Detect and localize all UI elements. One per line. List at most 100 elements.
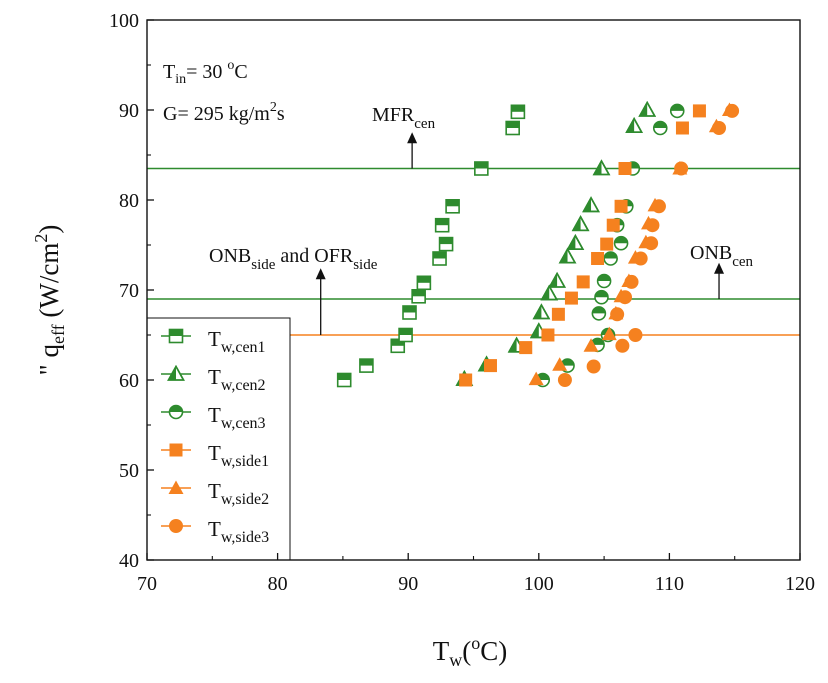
point-s2-8-edge xyxy=(558,247,577,264)
point-s2-14-edge xyxy=(638,100,657,117)
point-s6-1 xyxy=(557,373,572,387)
point-s1-13 xyxy=(505,120,520,136)
point-s1-1-fill xyxy=(337,373,351,380)
data-points xyxy=(336,100,740,388)
point-s4-5-shape xyxy=(551,307,565,321)
point-s3-7-fill xyxy=(597,274,611,281)
point-s6-4-shape xyxy=(628,328,643,342)
point-s2-8 xyxy=(558,247,577,264)
point-s6-12-shape xyxy=(674,161,689,176)
point-s2-12-edge xyxy=(592,159,611,176)
point-s3-3-fill xyxy=(591,338,605,345)
point-s4-5 xyxy=(551,307,565,321)
point-s4-11-shape xyxy=(614,199,628,213)
point-s1-5-fill xyxy=(403,306,417,313)
annotation-onb-side: ONBside and OFRside xyxy=(209,245,378,273)
point-s4-1-shape xyxy=(459,373,473,387)
point-s3-13 xyxy=(652,120,668,136)
point-s2-13-edge xyxy=(625,117,643,133)
point-s6-12 xyxy=(674,161,689,176)
x-tick-label-1: 70 xyxy=(137,573,157,595)
legend-marker-1 xyxy=(168,328,184,344)
point-s4-3 xyxy=(519,341,533,355)
point-s1-9-fill xyxy=(435,218,449,226)
point-s6-5 xyxy=(610,307,625,322)
annotation-mass-flux: G= 295 kg/m2s xyxy=(163,100,285,125)
point-s6-3 xyxy=(615,338,630,353)
legend-box xyxy=(146,317,291,561)
point-s6-4 xyxy=(628,328,643,342)
point-s1-11 xyxy=(445,199,460,214)
y-tick-label-3: 60 xyxy=(119,370,139,392)
point-s6-7-shape xyxy=(624,274,639,289)
point-s4-9 xyxy=(600,237,614,251)
annotation-tin: Tin= 30 oC xyxy=(163,58,248,87)
point-s4-2 xyxy=(483,359,497,373)
point-s3-7 xyxy=(596,273,612,289)
point-s4-3-shape xyxy=(519,341,533,355)
legend-label-2: Tw,cen2 xyxy=(208,365,266,394)
point-s4-12 xyxy=(618,162,632,175)
point-s2-14 xyxy=(638,100,657,117)
point-s6-10 xyxy=(645,218,660,233)
x-tick-label-5: 110 xyxy=(655,573,684,595)
legend-label-1: Tw,cen1 xyxy=(208,327,266,356)
point-s4-7-shape xyxy=(576,275,590,289)
legend: Tw,cen1 Tw,cen2 Tw,cen3 Tw,side1 Tw,side2 Tw,… xyxy=(146,317,291,561)
point-s6-2-shape xyxy=(586,359,601,374)
point-s1-1 xyxy=(336,372,352,388)
point-s4-8 xyxy=(591,252,605,265)
x-axis-title: Tw(oC) xyxy=(433,633,508,670)
point-s1-6-fill xyxy=(412,289,426,297)
legend-marker-3-fill xyxy=(169,405,183,412)
legend-marker-3 xyxy=(168,404,184,420)
point-s3-5-fill xyxy=(592,306,606,314)
point-s5-2-shape xyxy=(552,357,568,371)
point-s2-7-edge xyxy=(548,271,566,288)
point-s1-8-fill xyxy=(433,252,447,259)
annotation-onb-cen: ONBcen xyxy=(690,242,754,270)
point-s2-10-edge xyxy=(571,215,590,232)
point-s1-2-fill xyxy=(359,359,373,366)
legend-label-3: Tw,cen3 xyxy=(208,403,266,432)
point-s6-13-shape xyxy=(712,121,727,135)
point-s1-6 xyxy=(411,288,426,304)
point-s6-9-shape xyxy=(644,236,659,251)
onb-cen-arrow-head xyxy=(714,262,725,274)
point-s4-4 xyxy=(541,328,555,342)
point-s1-13-fill xyxy=(506,121,520,128)
plot-axes xyxy=(146,19,801,561)
y-tick-label-5: 80 xyxy=(119,190,139,212)
point-s4-2-shape xyxy=(483,359,497,373)
point-s4-10-shape xyxy=(606,218,620,232)
point-s4-10 xyxy=(606,218,620,232)
legend-marker-5-shape xyxy=(168,480,184,494)
point-s4-1 xyxy=(459,373,473,387)
point-s6-7 xyxy=(624,274,639,289)
point-s4-8-shape xyxy=(591,252,605,265)
legend-label-5: Tw,side2 xyxy=(208,479,269,508)
point-s2-10 xyxy=(571,215,590,232)
point-s6-6 xyxy=(617,290,632,305)
y-tick-label-2: 50 xyxy=(119,460,139,482)
point-s4-14-shape xyxy=(692,104,706,118)
point-s2-5 xyxy=(532,303,551,320)
x-tick-label-6: 120 xyxy=(785,573,815,595)
point-s6-8 xyxy=(633,251,648,266)
point-s4-11 xyxy=(614,199,628,213)
point-s3-6 xyxy=(594,289,609,305)
point-s6-5-shape xyxy=(610,307,625,322)
legend-marker-2-edge xyxy=(167,364,185,381)
point-s2-13 xyxy=(625,117,643,133)
point-s3-13-fill xyxy=(653,121,667,128)
x-tick-label-3: 90 xyxy=(398,573,418,595)
point-s6-2 xyxy=(586,359,601,374)
point-s4-13-shape xyxy=(675,121,689,135)
y-tick-label-1: 40 xyxy=(119,550,139,572)
tick-labels: 70 80 90 100 110 120 40 50 60 70 80 90 100 xyxy=(109,10,815,595)
point-s1-4-fill xyxy=(399,328,413,335)
legend-label-6: Tw,side3 xyxy=(208,517,269,546)
point-s2-6-edge xyxy=(540,284,559,301)
y-tick-label-6: 90 xyxy=(119,100,139,122)
